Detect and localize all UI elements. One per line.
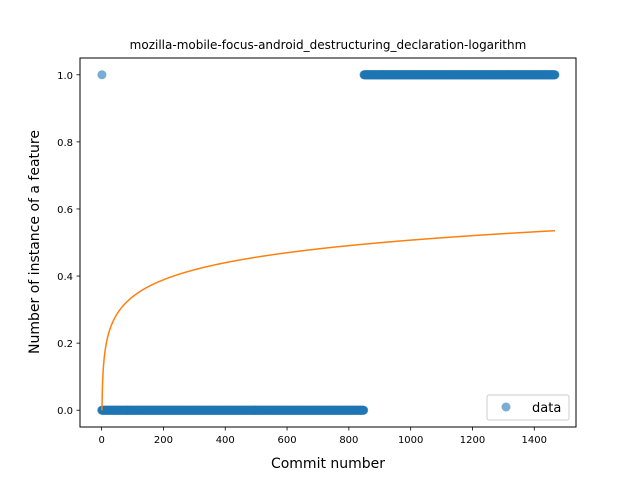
y-tick-label: 1.0	[57, 71, 73, 82]
y-tick-label: 0.2	[57, 339, 73, 350]
legend-marker-data	[501, 402, 511, 412]
y-tick-label: 0.8	[57, 138, 73, 149]
y-axis-label: Number of instance of a feature	[27, 130, 43, 354]
x-tick-label: 1000	[398, 435, 423, 446]
legend-label-data: data	[532, 401, 561, 416]
x-tick-label: 400	[216, 435, 235, 446]
fit-line	[101, 229, 556, 411]
x-tick-label: 800	[339, 435, 358, 446]
x-tick-label: 600	[278, 435, 297, 446]
chart-title: mozilla-mobile-focus-android_destructuri…	[130, 38, 527, 52]
legend-box	[486, 394, 570, 421]
x-tick-label: 0	[98, 435, 104, 446]
data-point	[97, 70, 107, 80]
data-point	[550, 70, 560, 80]
x-axis: 0 200 400 600 800 1000 1200 1400	[98, 427, 547, 446]
x-tick-label: 1400	[522, 435, 547, 446]
x-tick-label: 200	[154, 435, 173, 446]
y-tick-label: 0.6	[57, 205, 73, 216]
x-axis-label: Commit number	[271, 456, 385, 472]
plot-area-frame	[79, 57, 577, 428]
data-point	[359, 405, 369, 415]
y-axis: 0.0 0.2 0.4 0.6 0.8 1.0	[57, 71, 80, 417]
y-tick-label: 0.0	[57, 406, 73, 417]
plot-data-layer	[97, 70, 560, 415]
y-tick-label: 0.4	[57, 272, 73, 283]
legend: data	[486, 394, 570, 421]
x-tick-label: 1200	[460, 435, 485, 446]
